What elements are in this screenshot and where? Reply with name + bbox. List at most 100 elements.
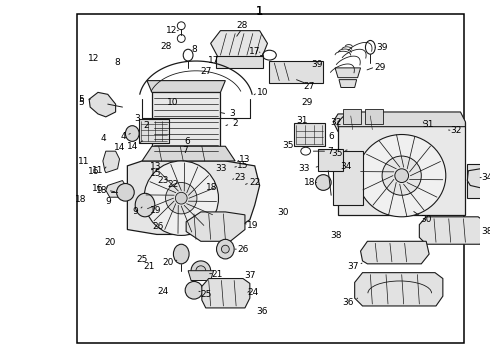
Text: 27: 27: [303, 82, 314, 91]
Ellipse shape: [117, 184, 134, 201]
Text: 5: 5: [79, 98, 84, 107]
Text: 2: 2: [144, 121, 149, 130]
Text: 4: 4: [100, 134, 106, 143]
Text: 33: 33: [298, 164, 310, 173]
Text: 21: 21: [212, 270, 223, 279]
Text: 39: 39: [376, 43, 388, 52]
Bar: [467, 164, 482, 198]
Polygon shape: [419, 217, 485, 244]
Text: 6: 6: [328, 132, 334, 141]
Text: 30: 30: [277, 208, 289, 217]
Text: 35: 35: [282, 141, 294, 150]
Text: 20: 20: [105, 238, 116, 247]
Polygon shape: [355, 273, 443, 306]
Polygon shape: [188, 271, 214, 280]
Text: 32: 32: [330, 118, 342, 127]
Text: 18: 18: [205, 183, 217, 192]
Ellipse shape: [125, 126, 139, 141]
Bar: [270, 61, 323, 82]
Ellipse shape: [185, 282, 203, 299]
Text: 20: 20: [163, 258, 174, 267]
Polygon shape: [142, 146, 235, 161]
Ellipse shape: [316, 175, 331, 190]
Text: 25: 25: [200, 290, 212, 299]
Text: 25: 25: [136, 255, 147, 264]
Text: 36: 36: [342, 298, 354, 307]
Ellipse shape: [221, 245, 229, 253]
Polygon shape: [147, 81, 225, 93]
Text: 7: 7: [327, 147, 333, 156]
Polygon shape: [333, 114, 426, 131]
Polygon shape: [106, 181, 127, 197]
Text: 1: 1: [256, 5, 264, 18]
Text: 13: 13: [239, 154, 251, 163]
Polygon shape: [338, 112, 466, 127]
Text: 12: 12: [166, 26, 177, 35]
Text: 4: 4: [121, 132, 126, 141]
Text: 29: 29: [301, 98, 313, 107]
Text: 31: 31: [297, 116, 308, 125]
Bar: [333, 151, 363, 205]
Ellipse shape: [173, 244, 189, 264]
Text: 37: 37: [347, 262, 359, 271]
Text: 14: 14: [114, 143, 126, 152]
Polygon shape: [89, 93, 116, 117]
Text: 23: 23: [158, 176, 169, 185]
Text: 34: 34: [340, 162, 351, 171]
Polygon shape: [345, 135, 392, 156]
Text: 9: 9: [105, 197, 111, 206]
Text: 31: 31: [422, 120, 434, 129]
Text: 2: 2: [232, 119, 238, 128]
Text: 24: 24: [158, 287, 169, 296]
Polygon shape: [127, 161, 260, 234]
Text: 34: 34: [481, 173, 490, 182]
Polygon shape: [467, 169, 486, 188]
Polygon shape: [186, 212, 245, 241]
Polygon shape: [335, 68, 361, 78]
Polygon shape: [103, 151, 120, 173]
Text: 38: 38: [330, 231, 342, 240]
Text: 19: 19: [150, 206, 162, 215]
Text: 3: 3: [229, 109, 235, 118]
Text: 10: 10: [257, 88, 269, 97]
Text: 39: 39: [311, 60, 322, 69]
Text: 24: 24: [247, 288, 258, 297]
Text: 7: 7: [182, 146, 188, 155]
Text: 37: 37: [244, 271, 255, 280]
Text: 26: 26: [153, 222, 164, 231]
Ellipse shape: [166, 183, 197, 214]
Text: 5: 5: [78, 95, 84, 104]
Text: 15: 15: [237, 161, 249, 170]
Text: 23: 23: [234, 173, 245, 182]
Polygon shape: [211, 31, 268, 58]
Text: 12: 12: [88, 54, 99, 63]
Text: 8: 8: [191, 45, 197, 54]
Bar: [318, 149, 343, 171]
Bar: [338, 122, 466, 215]
Text: 6: 6: [184, 137, 190, 146]
Text: 19: 19: [247, 221, 259, 230]
Text: 21: 21: [143, 262, 154, 271]
Text: 9: 9: [132, 207, 138, 216]
Text: 32: 32: [450, 126, 461, 135]
Bar: [77, 14, 465, 343]
Text: 18: 18: [304, 178, 316, 187]
Text: 8: 8: [115, 58, 121, 67]
Text: 22: 22: [167, 180, 178, 189]
Bar: [366, 109, 383, 124]
Polygon shape: [423, 118, 453, 141]
Text: 10: 10: [167, 98, 178, 107]
Text: 17: 17: [249, 47, 261, 56]
Polygon shape: [216, 56, 263, 68]
Text: 22: 22: [249, 178, 260, 187]
Text: 15: 15: [150, 169, 162, 178]
Text: 14: 14: [126, 142, 138, 151]
Bar: [294, 123, 325, 146]
Bar: [343, 109, 361, 124]
Text: 11: 11: [92, 166, 104, 175]
Text: 16: 16: [92, 184, 104, 193]
Text: 18: 18: [96, 186, 108, 195]
Polygon shape: [339, 80, 357, 87]
Text: 13: 13: [150, 162, 162, 171]
Ellipse shape: [395, 169, 409, 183]
